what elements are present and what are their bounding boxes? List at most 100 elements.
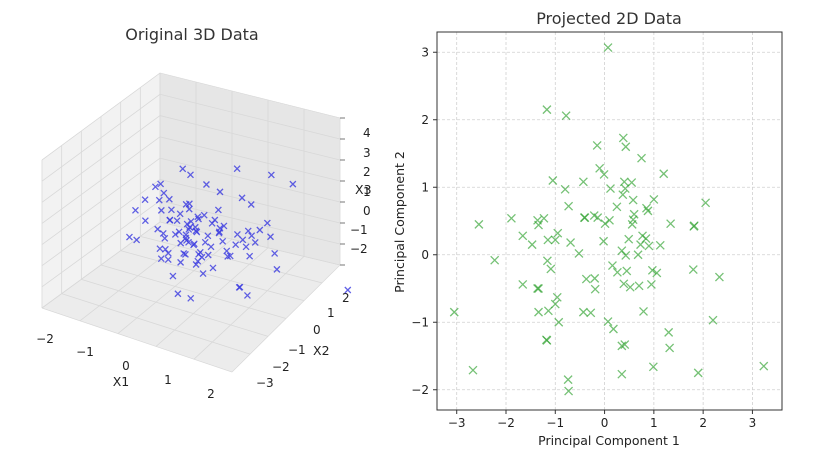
data-point-3d [192,261,200,268]
data-point-3d [226,252,234,260]
data-point-3d [187,171,194,179]
data-point-3d [211,216,219,224]
x-tick-label: −2 [497,416,515,430]
data-point-3d [201,238,209,246]
data-point [708,315,718,325]
data-point-3d [248,232,256,240]
data-point-3d [185,225,193,233]
x3-tick: 4 [363,126,371,140]
x1-label: X1 [113,374,130,389]
grid-3d [41,72,345,373]
data-point [599,169,609,179]
data-point-3d [141,196,149,204]
data-point-3d [173,217,181,225]
data-point-3d [198,253,206,261]
data-point [627,219,637,229]
data-point [612,202,622,212]
data-point [534,307,543,317]
points-3d [125,165,352,302]
y-tick-label: 1 [421,180,429,194]
data-point-3d [289,180,297,188]
data-point [593,213,603,223]
spines-2d [436,31,783,411]
data-point [644,241,654,251]
data-point [605,215,614,225]
x-tick-label: −3 [448,416,466,430]
data-point [548,176,558,185]
data-point [550,235,560,245]
data-point-3d [196,248,204,256]
chart-2d-title: Projected 2D Data [536,9,682,28]
data-point [518,231,528,241]
data-point [625,282,635,292]
data-point-3d [200,211,208,219]
data-point [552,292,562,302]
data-point [621,142,631,152]
data-point-3d [242,243,250,251]
data-point [603,43,613,52]
data-point-3d [155,196,163,204]
data-point [612,267,622,277]
data-point [759,361,769,371]
data-point [620,340,630,349]
data-point [688,265,698,275]
x1-tick: −2 [36,332,54,346]
data-point [618,190,628,200]
data-point [564,201,574,211]
data-point-3d [164,249,172,257]
x3-tick: −2 [350,242,368,256]
y-tick-label: 3 [421,45,429,59]
data-point [649,194,659,204]
data-point-3d [223,247,231,255]
data-point-3d [232,241,240,249]
grid-2d [437,32,782,410]
data-point-3d [204,232,212,240]
data-point [693,368,703,378]
x2-ticks: −3 −2 −1 0 1 2 [256,291,350,390]
data-point [534,220,543,230]
data-point-3d [209,264,217,272]
data-point-3d [169,272,177,280]
data-point [659,169,669,179]
data-point [578,307,588,317]
data-point [655,240,665,250]
x2-tick: −1 [288,343,306,357]
data-point-3d [202,181,210,188]
data-point [574,248,584,258]
data-point [563,375,573,385]
data-point-3d [165,195,173,203]
chart-3d-title: Original 3D Data [125,25,258,44]
grid3d-line [41,307,233,373]
x-tick-label: 2 [699,416,707,430]
x2-tick: −2 [272,360,290,374]
data-point-3d [161,245,169,253]
data-point [664,327,674,337]
x1-ticks: −2 −1 0 1 2 [36,332,215,401]
data-point-3d [141,217,149,225]
data-point-3d [194,213,202,221]
x1-tick: 2 [207,387,215,401]
data-point-3d [271,249,279,257]
data-point [689,221,699,231]
data-point-3d [176,210,184,218]
x3-tick: 0 [363,204,371,218]
data-point-3d [273,265,281,273]
data-point-3d [182,231,190,239]
data-point-3d [207,243,215,251]
x2-label: X2 [313,343,330,358]
data-point-3d [177,239,185,247]
grid3d-line [41,178,341,267]
data-point [553,228,563,238]
x2-tick: 1 [327,306,335,320]
data-point [646,279,656,289]
data-point [534,284,543,293]
points-2d [449,43,769,396]
data-point-3d [256,226,264,234]
data-point-3d [154,225,162,233]
x-tick-label: −1 [546,416,564,430]
data-point [560,184,570,194]
data-point [714,272,724,282]
data-point-3d [190,240,198,248]
data-point-3d [239,236,247,244]
data-point [595,163,605,173]
